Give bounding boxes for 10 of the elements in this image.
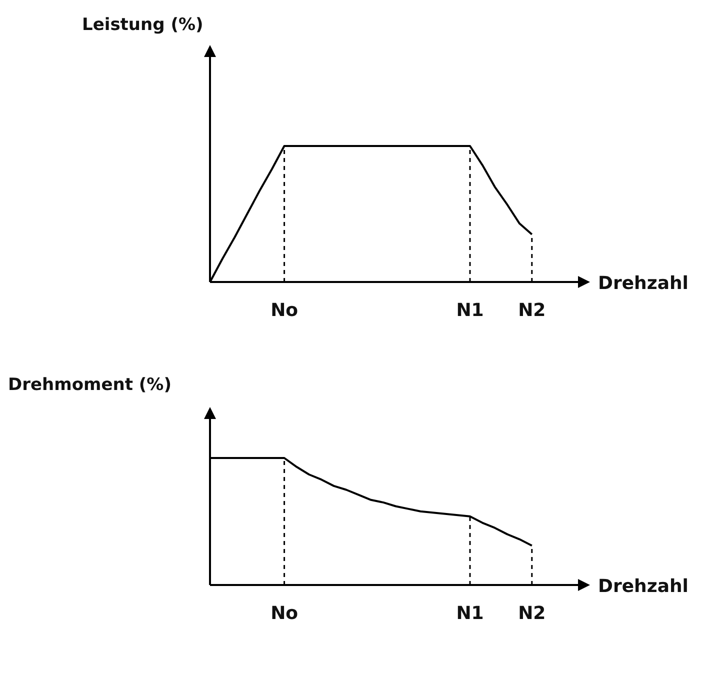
x-axis-title: Drehzahl bbox=[598, 273, 688, 294]
y-axis-title: Leistung (%) bbox=[82, 15, 204, 35]
x-tick-label: No bbox=[270, 603, 298, 624]
y-axis-title: Drehmoment (%) bbox=[8, 375, 172, 395]
x-axis-title: Drehzahl bbox=[598, 576, 688, 597]
x-tick-label: N2 bbox=[518, 300, 546, 321]
x-tick-label: N1 bbox=[456, 300, 484, 321]
x-tick-label: N1 bbox=[456, 603, 484, 624]
x-tick-label: N2 bbox=[518, 603, 546, 624]
x-tick-label: No bbox=[270, 300, 298, 321]
